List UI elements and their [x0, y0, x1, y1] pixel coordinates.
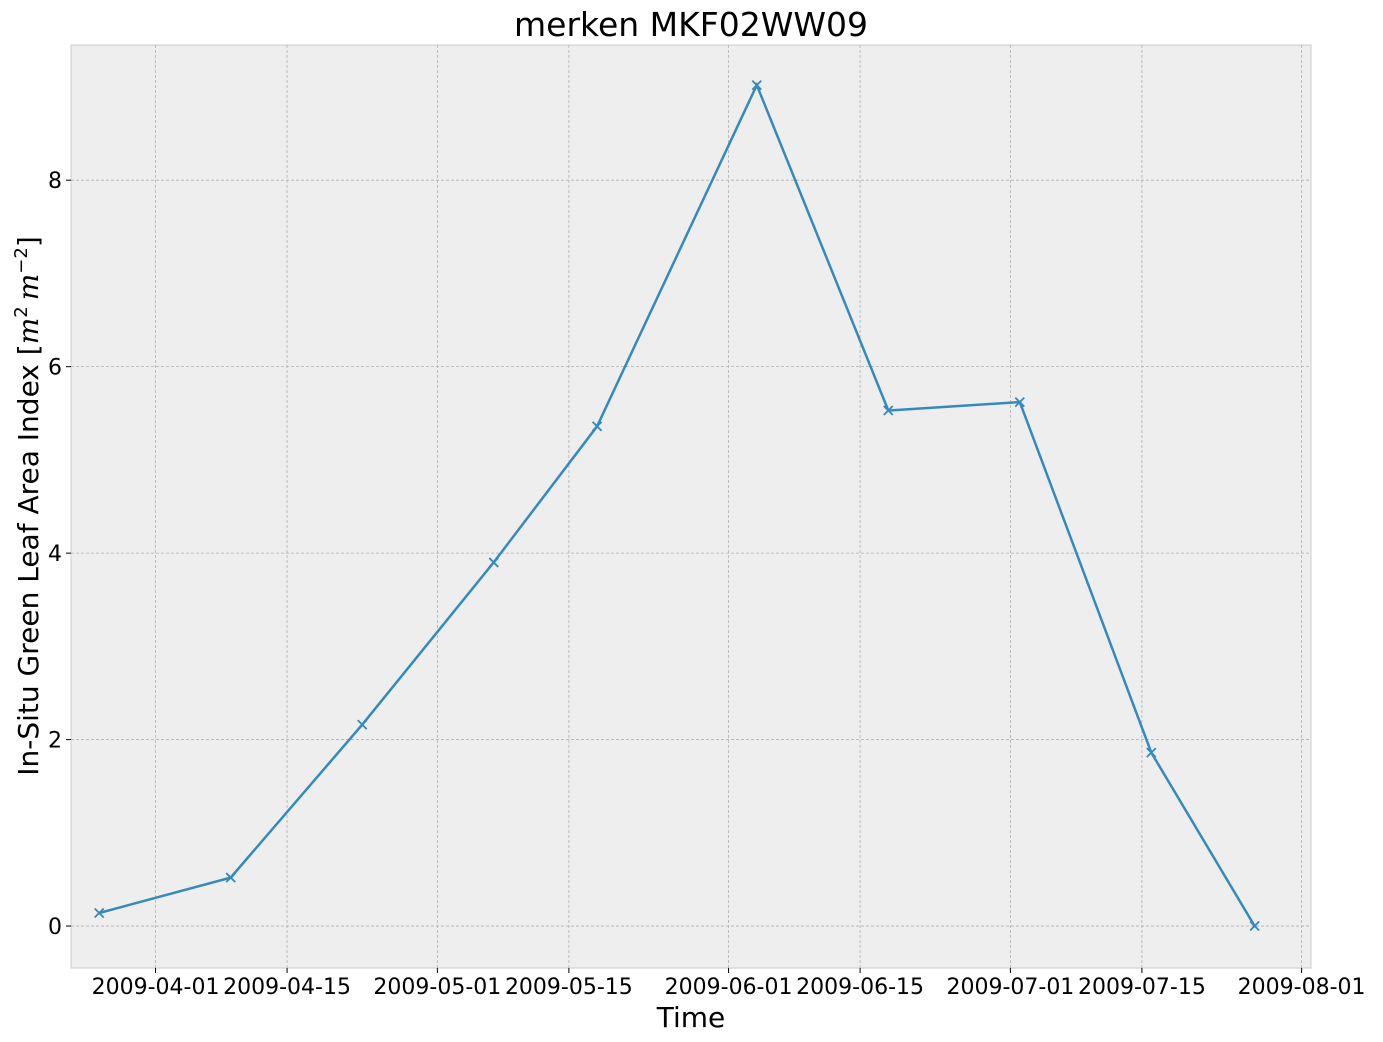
data-point-marker	[94, 907, 105, 919]
x-tick-label: 2009-04-15	[223, 975, 351, 1000]
plot-background	[70, 44, 1312, 969]
series-line	[98, 81, 1256, 927]
x-tick-label: 2009-07-01	[946, 975, 1074, 1000]
y-axis-unit-m1: m	[12, 318, 45, 345]
y-axis-unit-close: ]	[12, 236, 45, 247]
x-tick-label: 2009-07-15	[1078, 975, 1206, 1000]
y-tick-label: 6	[48, 356, 62, 381]
y-tick-label: 0	[48, 915, 62, 940]
x-tick-label: 2009-04-01	[92, 975, 220, 1000]
y-tick-labels: 0 2 4 6 8	[48, 169, 62, 940]
y-axis-label: In-Situ Green Leaf Area Index [m2m−2]	[11, 236, 45, 776]
data-point-marker	[1014, 396, 1025, 408]
y-axis-unit-m2: m	[12, 274, 45, 301]
y-axis-unit-exp2: −2	[11, 247, 32, 274]
y-tick-label: 8	[48, 169, 62, 194]
data-point-marker	[488, 557, 499, 568]
data-point-marker	[883, 405, 894, 416]
data-point-marker	[751, 79, 762, 91]
chart-title: merken MKF02WW09	[514, 5, 868, 44]
data-point-marker	[1146, 747, 1157, 758]
x-tick-label: 2009-06-15	[796, 975, 924, 1000]
x-tick-label: 2009-05-01	[373, 975, 501, 1000]
x-tick-label: 2009-05-15	[505, 975, 633, 1000]
y-tick-label: 4	[48, 542, 62, 567]
ticks	[66, 179, 1303, 973]
grid	[71, 45, 1311, 968]
data-point-marker	[591, 421, 603, 432]
x-tick-label: 2009-06-01	[665, 975, 793, 1000]
series	[94, 79, 1260, 932]
x-tick-label: 2009-08-01	[1238, 975, 1366, 1000]
data-point-marker	[225, 872, 236, 883]
data-point-marker	[1249, 920, 1260, 932]
y-axis-label-text: In-Situ Green Leaf Area Index [	[12, 344, 45, 775]
x-axis-label: Time	[656, 1001, 726, 1034]
data-point-marker	[357, 719, 368, 730]
y-tick-label: 2	[48, 729, 62, 754]
x-tick-labels: 2009-04-01 2009-04-15 2009-05-01 2009-05-15…	[92, 975, 1366, 1000]
y-axis-unit-exp1: 2	[11, 306, 32, 317]
